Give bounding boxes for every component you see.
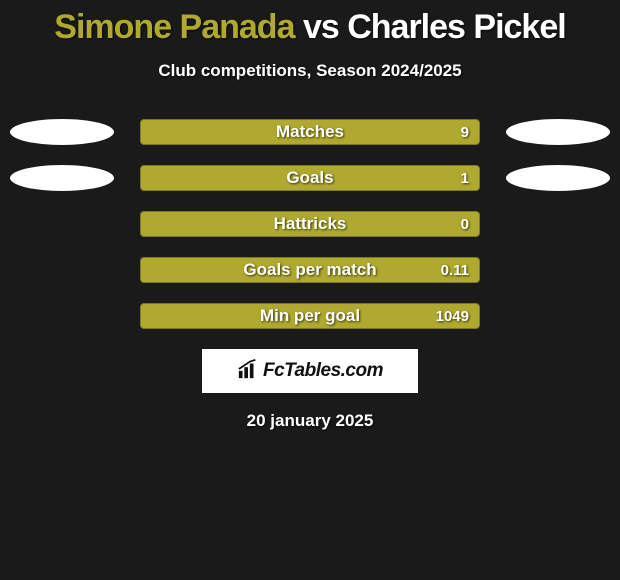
stat-label: Goals per match xyxy=(243,260,376,280)
stat-value: 1 xyxy=(461,170,469,187)
stat-row: Min per goal 1049 xyxy=(0,303,620,329)
stat-row: Matches 9 xyxy=(0,119,620,145)
comparison-title: Simone Panada vs Charles Pickel xyxy=(54,8,565,47)
stat-bar: Matches 9 xyxy=(140,119,480,145)
stat-value: 0 xyxy=(461,216,469,233)
stat-label: Goals xyxy=(286,168,333,188)
stat-value: 9 xyxy=(461,124,469,141)
player-b-name: Charles Pickel xyxy=(347,8,565,46)
stat-row: Goals 1 xyxy=(0,165,620,191)
player-b-marker xyxy=(506,165,610,191)
stat-bar: Goals 1 xyxy=(140,165,480,191)
stat-row: Hattricks 0 xyxy=(0,211,620,237)
stat-label: Matches xyxy=(276,122,344,142)
season-subtitle: Club competitions, Season 2024/2025 xyxy=(158,61,461,81)
chart-icon xyxy=(237,358,259,385)
player-a-name: Simone Panada xyxy=(54,8,294,46)
vs-separator: vs xyxy=(295,8,348,46)
stat-value: 0.11 xyxy=(441,262,469,279)
branding-text: FcTables.com xyxy=(263,360,383,382)
player-b-marker xyxy=(506,119,610,145)
stat-row: Goals per match 0.11 xyxy=(0,257,620,283)
date-label: 20 january 2025 xyxy=(247,411,374,431)
player-a-marker xyxy=(10,165,114,191)
stat-value: 1049 xyxy=(436,308,469,325)
stat-label: Min per goal xyxy=(260,306,360,326)
stat-bar: Goals per match 0.11 xyxy=(140,257,480,283)
stat-bar: Min per goal 1049 xyxy=(140,303,480,329)
stats-container: Matches 9 Goals 1 Hattricks 0 Goals per match 0… xyxy=(0,119,620,329)
stat-label: Hattricks xyxy=(274,214,347,234)
player-a-marker xyxy=(10,119,114,145)
branding-badge: FcTables.com xyxy=(202,349,418,393)
stat-bar: Hattricks 0 xyxy=(140,211,480,237)
